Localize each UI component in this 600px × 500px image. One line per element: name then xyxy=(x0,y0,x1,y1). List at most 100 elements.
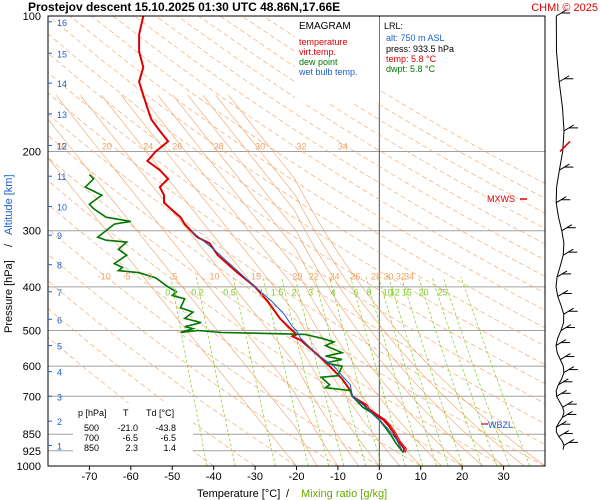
moist-adiabat-label: 24 xyxy=(330,271,340,281)
legend-title: EMAGRAM xyxy=(299,21,351,32)
mixing-ratio-line xyxy=(431,276,498,466)
x-tick-label: -20 xyxy=(289,471,305,483)
lrl-dewpoint: dwpt: 5.8 °C xyxy=(386,64,436,74)
table-cell: -43.8 xyxy=(155,423,176,433)
pressure-tick-label: 300 xyxy=(23,226,41,238)
mixing-ratio-line xyxy=(378,276,438,466)
dry-adiabat xyxy=(48,157,504,466)
mixing-ratio-label: 1 xyxy=(259,288,264,298)
altitude-tick-label: 1 xyxy=(57,441,62,451)
x-axis-title-mixing-ratio: Mixing ratio [g/kg] xyxy=(301,488,387,500)
x-tick-label: -50 xyxy=(164,471,180,483)
moist-adiabat xyxy=(228,95,545,466)
dry-adiabat-label: 28 xyxy=(214,141,224,151)
dry-adiabat xyxy=(48,280,297,466)
moist-adiabat-label: -5 xyxy=(123,271,131,281)
mixing-ratio-label: 0.1 xyxy=(165,288,178,298)
dry-adiabat xyxy=(155,16,545,261)
pressure-tick-label: 850 xyxy=(23,429,41,441)
dry-adiabat xyxy=(48,203,421,466)
x-tick-label: -60 xyxy=(123,471,139,483)
table-header-td: Td [°C] xyxy=(146,408,174,418)
moist-adiabat xyxy=(48,118,318,466)
mixing-ratio-line xyxy=(365,276,424,466)
table-cell: 1.4 xyxy=(163,443,176,453)
table-cell: 500 xyxy=(84,423,99,433)
dry-adiabat xyxy=(220,16,545,214)
moist-adiabat xyxy=(101,95,380,466)
altitude-tick-label: 14 xyxy=(57,79,67,89)
x-tick-label: 10 xyxy=(415,471,427,483)
moist-adiabat-label: 28 xyxy=(371,271,381,281)
level-table-background xyxy=(73,403,193,458)
mixing-ratio-line xyxy=(388,276,449,466)
mixing-ratio-label: 15 xyxy=(402,288,412,298)
moist-adiabat-label: 15 xyxy=(251,271,261,281)
y-axis-title-pressure: Pressure [hPa] xyxy=(3,260,15,333)
table-cell: -6.5 xyxy=(160,433,176,443)
mixing-ratio-line xyxy=(460,276,530,466)
x-tick-label: -70 xyxy=(81,471,97,483)
dry-adiabat xyxy=(48,113,545,445)
max-wind-barb xyxy=(559,140,571,152)
moist-adiabat xyxy=(172,95,463,466)
moist-adiabat-label: 30 xyxy=(383,271,393,281)
mixing-ratio-label: 2 xyxy=(292,288,297,298)
pressure-tick-label: 400 xyxy=(23,282,41,294)
mixing-ratio-label: 6 xyxy=(354,288,359,298)
legend-item-virt-temp: virt.temp. xyxy=(299,47,336,57)
mixing-ratio-label: 10 xyxy=(383,288,393,298)
dry-adiabat-label: 24 xyxy=(143,141,153,151)
x-tick-label: 20 xyxy=(456,471,468,483)
moist-adiabat-label: 0 xyxy=(147,271,152,281)
dry-adiabat-label: 32 xyxy=(297,141,307,151)
moist-adiabat xyxy=(80,95,359,466)
altitude-tick-label: 6 xyxy=(57,315,62,325)
adiabat-layer xyxy=(48,16,545,466)
altitude-tick-label: 7 xyxy=(57,288,62,298)
wind-profile-line xyxy=(555,15,565,450)
y-axis-title-altitude: Altitude [km] xyxy=(3,174,15,235)
mixing-ratio-label: 4 xyxy=(330,288,335,298)
table-row: 700 -6.5 -6.5 xyxy=(84,433,176,443)
series-line xyxy=(190,230,404,453)
moist-adiabat-label: 10 xyxy=(210,271,220,281)
altitude-tick-label: 8 xyxy=(57,261,62,271)
pressure-tick-label: 700 xyxy=(23,391,41,403)
moist-adiabat-label: 26 xyxy=(350,271,360,281)
wind-barb-layer xyxy=(555,9,578,450)
altitude-tick-label: 11 xyxy=(57,172,66,182)
mixing-ratio-line xyxy=(401,276,464,466)
y-axis-title-separator: / xyxy=(3,243,15,247)
table-cell: -6.5 xyxy=(122,433,138,443)
moist-adiabat xyxy=(202,95,504,466)
mixing-ratio-label: 25 xyxy=(437,288,447,298)
x-axis-title: Temperature [°C] xyxy=(197,488,280,500)
moist-adiabat-label: -10 xyxy=(98,271,111,281)
lrl-box: LRL: alt: 750 m ASL press: 933.5 hPa tem… xyxy=(380,17,478,81)
table-cell: 850 xyxy=(84,443,99,453)
moist-adiabat-label: 5 xyxy=(172,271,177,281)
dry-adiabat-label: 34 xyxy=(338,141,348,151)
mixing-ratio-line xyxy=(170,276,208,466)
table-header-t: T xyxy=(123,408,129,418)
axes-layer: 15 20 24 26 28 30 32 34-10 -5 0 5 10 15 20 22 24 26 28 30 3… xyxy=(17,11,546,483)
dry-adiabat xyxy=(177,16,545,245)
series-layer xyxy=(83,16,407,454)
wbzl-marker-label: WBZL xyxy=(488,420,513,430)
lrl-background xyxy=(380,17,478,81)
altitude-tick-label: 10 xyxy=(57,202,67,212)
x-tick-label: 30 xyxy=(497,471,509,483)
mxws-marker-label: MXWS xyxy=(487,194,515,204)
mixing-ratio-line xyxy=(418,276,483,466)
altitude-tick-label: 4 xyxy=(57,368,62,378)
moist-adiabat xyxy=(55,95,339,466)
pressure-tick-label: 100 xyxy=(23,11,41,23)
altitude-tick-label: 5 xyxy=(57,342,62,352)
series-line xyxy=(83,173,405,454)
mixing-ratio-line xyxy=(328,276,383,466)
lrl-temperature: temp: 5.8 °C xyxy=(386,54,437,64)
x-tick-label: -10 xyxy=(330,471,346,483)
mixing-ratio-label: 20 xyxy=(419,288,429,298)
